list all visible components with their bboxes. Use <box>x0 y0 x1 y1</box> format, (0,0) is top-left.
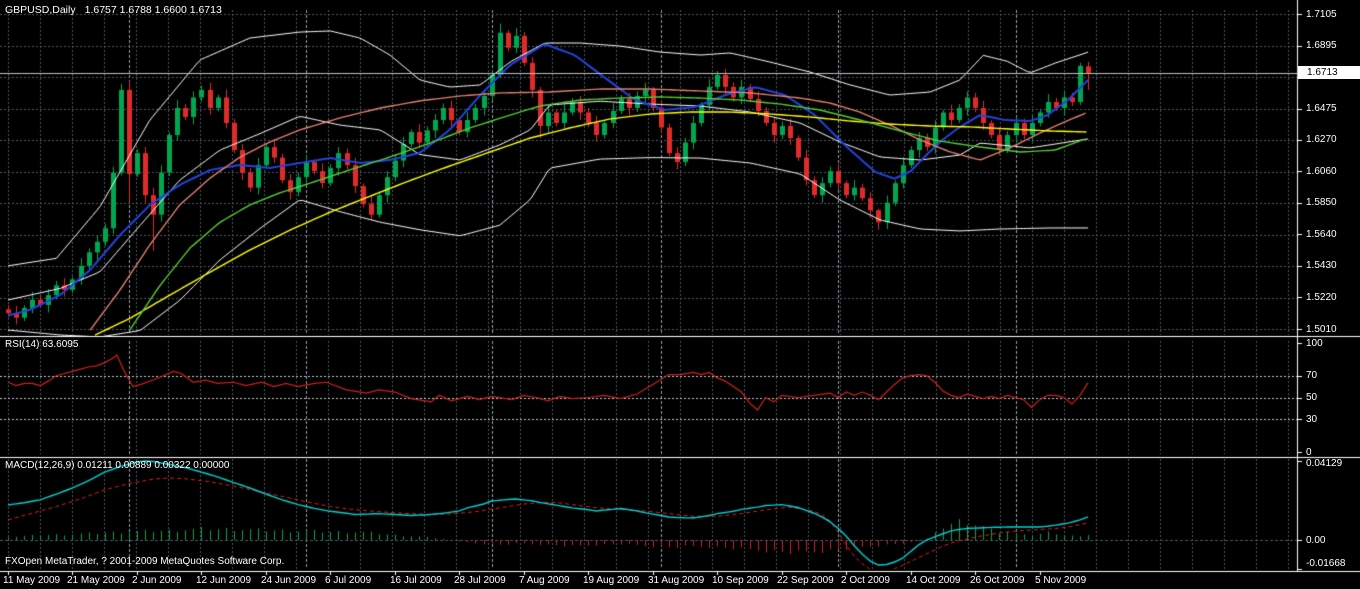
macd-axis-label: -0.01668 <box>1306 558 1346 569</box>
rsi-axis-label: 100 <box>1306 338 1323 349</box>
date-axis-label: 7 Aug 2009 <box>519 575 570 586</box>
rsi-axis-label: 50 <box>1306 392 1318 403</box>
macd-axis-label: 0.00 <box>1306 535 1326 546</box>
price-axis-label: 1.6895 <box>1306 40 1337 51</box>
date-axis-label: 22 Sep 2009 <box>777 575 834 586</box>
date-axis-label: 14 Oct 2009 <box>906 575 961 586</box>
date-axis-label: 19 Aug 2009 <box>583 575 640 586</box>
symbol-period-label: GBPUSD,Daily <box>5 4 76 16</box>
ohlc-values: 1.6757 1.6788 1.6600 1.6713 <box>84 4 222 16</box>
date-axis-label: 26 Oct 2009 <box>970 575 1025 586</box>
rsi-axis-label: 30 <box>1306 414 1318 425</box>
date-axis-label: 31 Aug 2009 <box>648 575 705 586</box>
price-axis-label: 1.6270 <box>1306 134 1337 145</box>
macd-indicator-label: MACD(12,26,9) 0.01211 0.00889 0.00322 0.… <box>5 460 230 471</box>
date-axis-label: 6 Jul 2009 <box>325 575 372 586</box>
price-axis-label: 1.5220 <box>1306 292 1337 303</box>
price-axis-label: 1.7105 <box>1306 9 1337 20</box>
date-axis-label: 28 Jul 2009 <box>454 575 506 586</box>
price-axis-label: 1.5850 <box>1306 197 1337 208</box>
date-axis-label: 16 Jul 2009 <box>390 575 442 586</box>
date-axis-label: 24 Jun 2009 <box>261 575 317 586</box>
date-axis-label: 2 Oct 2009 <box>841 575 890 586</box>
chart-title: GBPUSD,Daily 1.6757 1.6788 1.6600 1.6713 <box>5 4 231 16</box>
date-axis-label: 10 Sep 2009 <box>712 575 769 586</box>
price-axis-label: 1.5640 <box>1306 229 1337 240</box>
price-axis-label: 1.5430 <box>1306 260 1337 271</box>
rsi-indicator-label: RSI(14) 63.6095 <box>5 339 79 350</box>
date-axis-label: 2 Jun 2009 <box>132 575 182 586</box>
price-axis-label: 1.5010 <box>1306 324 1337 335</box>
rsi-axis-label: 70 <box>1306 370 1318 381</box>
date-axis-label: 12 Jun 2009 <box>196 575 252 586</box>
price-axis-label: 1.6475 <box>1306 103 1337 114</box>
current-price-label: 1.6713 <box>1298 66 1360 79</box>
copyright-text: FXOpen MetaTrader, ? 2001-2009 MetaQuote… <box>5 556 285 567</box>
date-axis-label: 5 Nov 2009 <box>1035 575 1087 586</box>
macd-axis-label: 0.04129 <box>1306 458 1343 469</box>
rsi-axis-label: 0 <box>1306 447 1312 458</box>
date-axis-label: 21 May 2009 <box>67 575 125 586</box>
price-axis-label: 1.6060 <box>1306 166 1337 177</box>
date-axis-label: 11 May 2009 <box>3 575 61 586</box>
